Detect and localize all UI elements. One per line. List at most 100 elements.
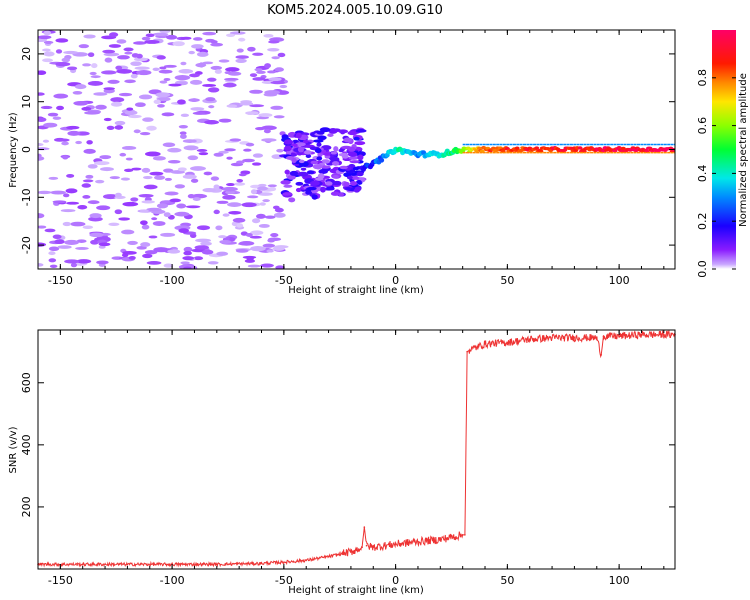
- noise-blob: [119, 152, 127, 157]
- halo-blob: [667, 143, 671, 146]
- noise-blob: [177, 167, 187, 172]
- cluster-blob: [309, 180, 320, 186]
- noise-blob: [163, 77, 171, 81]
- noise-blob: [249, 73, 258, 78]
- snr-point: [600, 354, 603, 356]
- noise-blob: [73, 100, 89, 106]
- halo-blob: [559, 151, 563, 154]
- noise-blob: [146, 207, 162, 212]
- cluster-blob: [304, 150, 312, 155]
- halo-blob: [492, 151, 496, 154]
- noise-blob: [261, 138, 277, 142]
- noise-blob: [57, 245, 72, 249]
- noise-blob: [139, 209, 149, 213]
- spectrogram-y-label: Frequency (Hz): [8, 112, 19, 188]
- noise-blob: [109, 176, 120, 180]
- halo-blob: [469, 143, 473, 146]
- cluster-blob: [289, 170, 299, 176]
- noise-blob: [114, 192, 122, 198]
- snr-point: [461, 534, 464, 536]
- cluster-blob: [282, 192, 293, 196]
- halo-blob: [616, 151, 620, 154]
- noise-blob: [249, 235, 262, 239]
- halo-blob: [673, 151, 675, 154]
- figure-title: KOM5.2024.005.10.09.G10: [267, 3, 443, 18]
- noise-blob: [254, 68, 263, 72]
- x-tick-label: 0: [392, 274, 399, 287]
- noise-blob: [131, 53, 139, 58]
- noise-blob: [174, 211, 190, 217]
- noise-blob: [110, 101, 123, 107]
- noise-blob: [152, 156, 166, 161]
- halo-blob: [573, 151, 577, 154]
- noise-blob: [190, 79, 203, 85]
- noise-blob: [90, 75, 101, 79]
- noise-blob: [82, 225, 94, 230]
- halo-blob: [623, 151, 627, 154]
- snr-point: [283, 561, 285, 563]
- noise-blob: [156, 96, 171, 102]
- noise-blob: [222, 186, 238, 192]
- noise-blob: [141, 200, 155, 204]
- noise-blob: [273, 212, 286, 218]
- noise-blob: [198, 152, 209, 156]
- noise-blob: [208, 105, 215, 109]
- noise-blob: [115, 65, 123, 70]
- noise-blob: [141, 167, 151, 173]
- snr-point: [81, 563, 84, 566]
- noise-blob: [146, 125, 157, 131]
- noise-blob: [219, 239, 232, 244]
- noise-blob: [89, 71, 97, 76]
- noise-blob: [103, 87, 116, 91]
- noise-blob: [43, 30, 52, 36]
- halo-blob: [502, 151, 506, 154]
- noise-blob: [255, 213, 266, 219]
- noise-blob: [50, 190, 66, 195]
- halo-blob: [516, 151, 520, 154]
- spectrogram-blobs: [38, 30, 675, 269]
- noise-blob: [138, 193, 154, 198]
- cluster-blob: [357, 154, 364, 161]
- noise-blob: [218, 235, 227, 239]
- colorbar-label: Normalized spectral amplitude: [738, 73, 749, 227]
- snr-panel: -150 -100 -50 0 50 100 200 400 600 Height of st…: [8, 329, 676, 596]
- halo-blob: [637, 143, 641, 146]
- cluster-blob: [295, 181, 304, 186]
- halo-blob: [647, 143, 651, 146]
- noise-blob: [75, 140, 82, 145]
- noise-blob: [239, 101, 253, 106]
- halo-blob: [482, 151, 486, 154]
- noise-blob: [130, 73, 138, 79]
- halo-blob: [502, 143, 506, 146]
- noise-blob: [178, 228, 189, 234]
- halo-blob: [512, 151, 516, 154]
- halo-blob: [580, 151, 584, 154]
- colorbar-tick-label: 0.6: [696, 117, 709, 135]
- noise-blob: [238, 37, 246, 42]
- noise-blob: [87, 52, 95, 58]
- noise-blob: [245, 142, 255, 147]
- x-tick-label: 50: [500, 574, 514, 587]
- noise-blob: [82, 195, 91, 199]
- noise-blob: [224, 77, 239, 81]
- noise-blob: [247, 46, 256, 52]
- snr-point: [551, 336, 553, 339]
- halo-blob: [479, 151, 483, 154]
- noise-blob: [118, 92, 133, 97]
- snr-point: [595, 336, 598, 339]
- noise-blob: [187, 155, 199, 161]
- y-tick-label: -20: [20, 236, 33, 254]
- snr-y-ticks: 200 400 600: [20, 372, 675, 517]
- noise-blob: [146, 261, 162, 265]
- halo-blob: [506, 151, 510, 154]
- cluster-blob: [297, 171, 309, 177]
- noise-blob: [196, 51, 209, 57]
- cluster-blob: [345, 186, 352, 191]
- halo-blob: [667, 151, 671, 154]
- cluster-blob: [332, 175, 340, 179]
- noise-blob: [194, 245, 210, 250]
- noise-blob: [110, 97, 125, 103]
- halo-blob: [620, 143, 624, 146]
- noise-blob: [106, 125, 115, 130]
- noise-blob: [91, 63, 98, 69]
